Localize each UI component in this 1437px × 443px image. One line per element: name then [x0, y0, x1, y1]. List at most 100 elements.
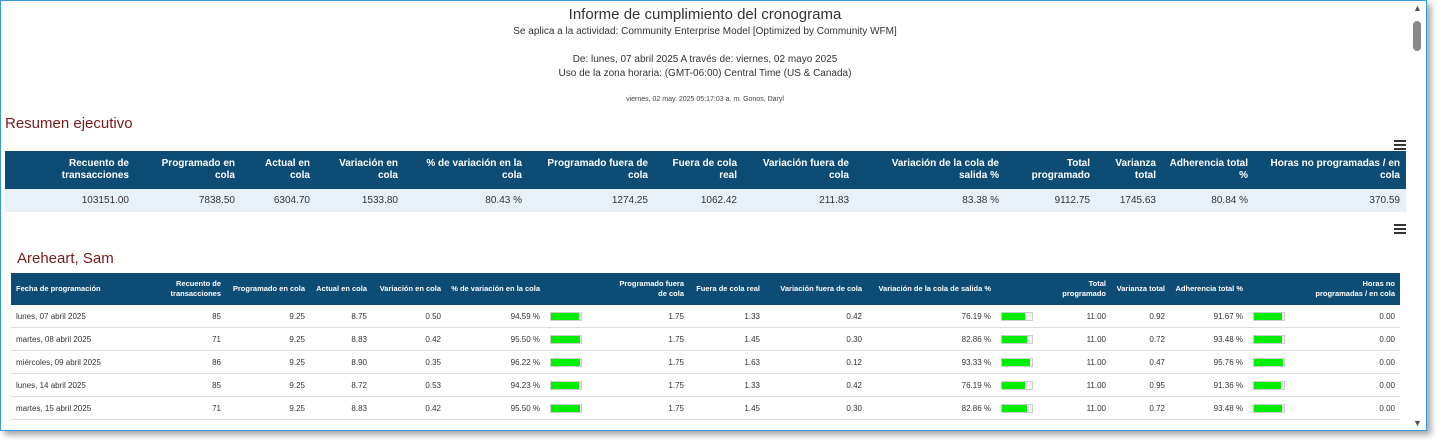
progress-bar: [1001, 334, 1033, 344]
progress-bar-fill: [1254, 358, 1283, 366]
vertical-scrollbar[interactable]: ▲ ▼: [1409, 1, 1426, 430]
progress-bar-fill: [551, 358, 580, 366]
summary-column-header: Programado fuera de cola: [528, 151, 654, 189]
agent-cell: 76.19 %: [867, 305, 996, 328]
agent-column-header: [1248, 273, 1308, 305]
progress-bar: [1253, 311, 1285, 321]
summary-cell: 370.59: [1254, 189, 1406, 212]
progress-bar: [1253, 403, 1285, 413]
agent-cell: 0.00: [1308, 350, 1400, 374]
agent-cell: 0.42: [372, 396, 446, 420]
report-title: Informe de cumplimiento del cronograma: [568, 6, 842, 23]
summary-column-header: Fuera de cola real: [654, 151, 743, 189]
summary-cell: 9112.75: [1005, 189, 1096, 212]
agent-cell: 0.50: [372, 305, 446, 328]
progress-bar-cell: [996, 396, 1056, 420]
summary-cell: 83.38 %: [855, 189, 1005, 212]
agent-cell: 9.25: [226, 396, 310, 420]
report-subtitle: Se aplica a la actividad: Community Ente…: [513, 26, 897, 37]
agent-cell: lunes, 07 abril 2025: [11, 305, 138, 328]
agent-cell: 86: [138, 350, 226, 374]
progress-bar-fill: [1002, 335, 1027, 343]
table-row: miércoles, 09 abril 2025 86 9.25 8.90 0.35 96…: [11, 350, 1400, 374]
progress-bar: [550, 403, 582, 413]
agent-cell: 0.30: [765, 327, 867, 351]
progress-bar-cell: [545, 373, 605, 397]
agent-cell: 8.83: [310, 396, 372, 420]
progress-bar-cell: [996, 327, 1056, 351]
agent-cell: 0.12: [765, 350, 867, 374]
progress-bar-fill: [551, 335, 580, 343]
agent-cell: 9.25: [226, 305, 310, 328]
progress-bar-fill: [1254, 404, 1283, 412]
summary-cell: 1062.42: [654, 189, 743, 212]
progress-bar-fill: [551, 312, 580, 320]
summary-column-header: Actual en cola: [241, 151, 316, 189]
agent-cell: 11.00: [1056, 396, 1111, 420]
scroll-down-arrow-icon[interactable]: ▼: [1413, 418, 1422, 428]
progress-bar-fill: [1002, 358, 1030, 366]
agent-header-row: Fecha de programación Recuento de transac…: [11, 273, 1400, 305]
progress-bar-fill: [551, 381, 580, 389]
scrollbar-thumb[interactable]: [1413, 21, 1421, 51]
agent-cell: 71: [138, 327, 226, 351]
agent-cell: 11.00: [1056, 305, 1111, 328]
agent-cell: 71: [138, 396, 226, 420]
agent-column-header: Variación fuera de cola: [765, 273, 867, 305]
agent-cell: 11.00: [1056, 327, 1111, 351]
agent-cell: 0.42: [765, 373, 867, 397]
agent-cell: 1.45: [689, 396, 765, 420]
summary-menu-icon[interactable]: [1394, 140, 1406, 150]
agent-column-header: Variación en cola: [372, 273, 446, 305]
progress-bar: [550, 357, 582, 367]
agent-cell: 1.63: [689, 350, 765, 374]
agent-cell: 0.53: [372, 373, 446, 397]
agent-column-header: Variación de la cola de salida %: [867, 273, 996, 305]
progress-bar-cell: [996, 350, 1056, 374]
agent-cell: 85: [138, 373, 226, 397]
summary-section-title: Resumen ejecutivo: [5, 115, 133, 132]
agent-column-header: Varianza total: [1111, 273, 1170, 305]
progress-bar-fill: [1002, 381, 1025, 389]
agent-cell: 0.42: [372, 327, 446, 351]
table-row: lunes, 07 abril 2025 85 9.25 8.75 0.50 94.59 …: [11, 305, 1400, 328]
agent-cell: 0.00: [1308, 396, 1400, 420]
agent-cell: 1.45: [689, 327, 765, 351]
agent-cell: 96.22 %: [446, 350, 545, 374]
agent-menu-icon[interactable]: [1394, 224, 1406, 234]
progress-bar: [1253, 357, 1285, 367]
progress-bar-fill: [1254, 312, 1282, 320]
progress-bar: [1253, 380, 1285, 390]
agent-cell: 8.83: [310, 327, 372, 351]
agent-cell: 95.50 %: [446, 396, 545, 420]
progress-bar-fill: [1002, 312, 1025, 320]
summary-cell: 103151.00: [5, 189, 135, 212]
agent-cell: 91.36 %: [1170, 373, 1248, 397]
summary-column-header: Total programado: [1005, 151, 1096, 189]
summary-column-header: Variación en cola: [316, 151, 404, 189]
report-content: Informe de cumplimiento del cronograma S…: [1, 1, 1409, 430]
agent-cell: 8.90: [310, 350, 372, 374]
progress-bar-cell: [1248, 305, 1308, 328]
summary-cell: 80.84 %: [1162, 189, 1254, 212]
agent-cell: 9.25: [226, 350, 310, 374]
progress-bar: [1001, 380, 1033, 390]
agent-detail-table: Fecha de programación Recuento de transac…: [11, 273, 1400, 420]
scroll-up-arrow-icon[interactable]: ▲: [1413, 3, 1422, 13]
agent-cell: 1.75: [605, 373, 689, 397]
agent-cell: 95.76 %: [1170, 350, 1248, 374]
report-timezone: Uso de la zona horaria: (GMT-06:00) Cent…: [558, 68, 852, 79]
agent-cell: 0.42: [765, 305, 867, 328]
agent-cell: 76.19 %: [867, 373, 996, 397]
agent-cell: 11.00: [1056, 373, 1111, 397]
summary-cell: 1533.80: [316, 189, 404, 212]
summary-column-header: Varianza total: [1096, 151, 1162, 189]
agent-column-header: [545, 273, 605, 305]
summary-cell: 1274.25: [528, 189, 654, 212]
agent-cell: 1.75: [605, 396, 689, 420]
agent-cell: 0.00: [1308, 373, 1400, 397]
agent-cell: 0.72: [1111, 327, 1170, 351]
progress-bar: [550, 380, 582, 390]
agent-cell: 82.86 %: [867, 327, 996, 351]
report-date-range: De: lunes, 07 abril 2025 A través de: vi…: [572, 54, 838, 65]
